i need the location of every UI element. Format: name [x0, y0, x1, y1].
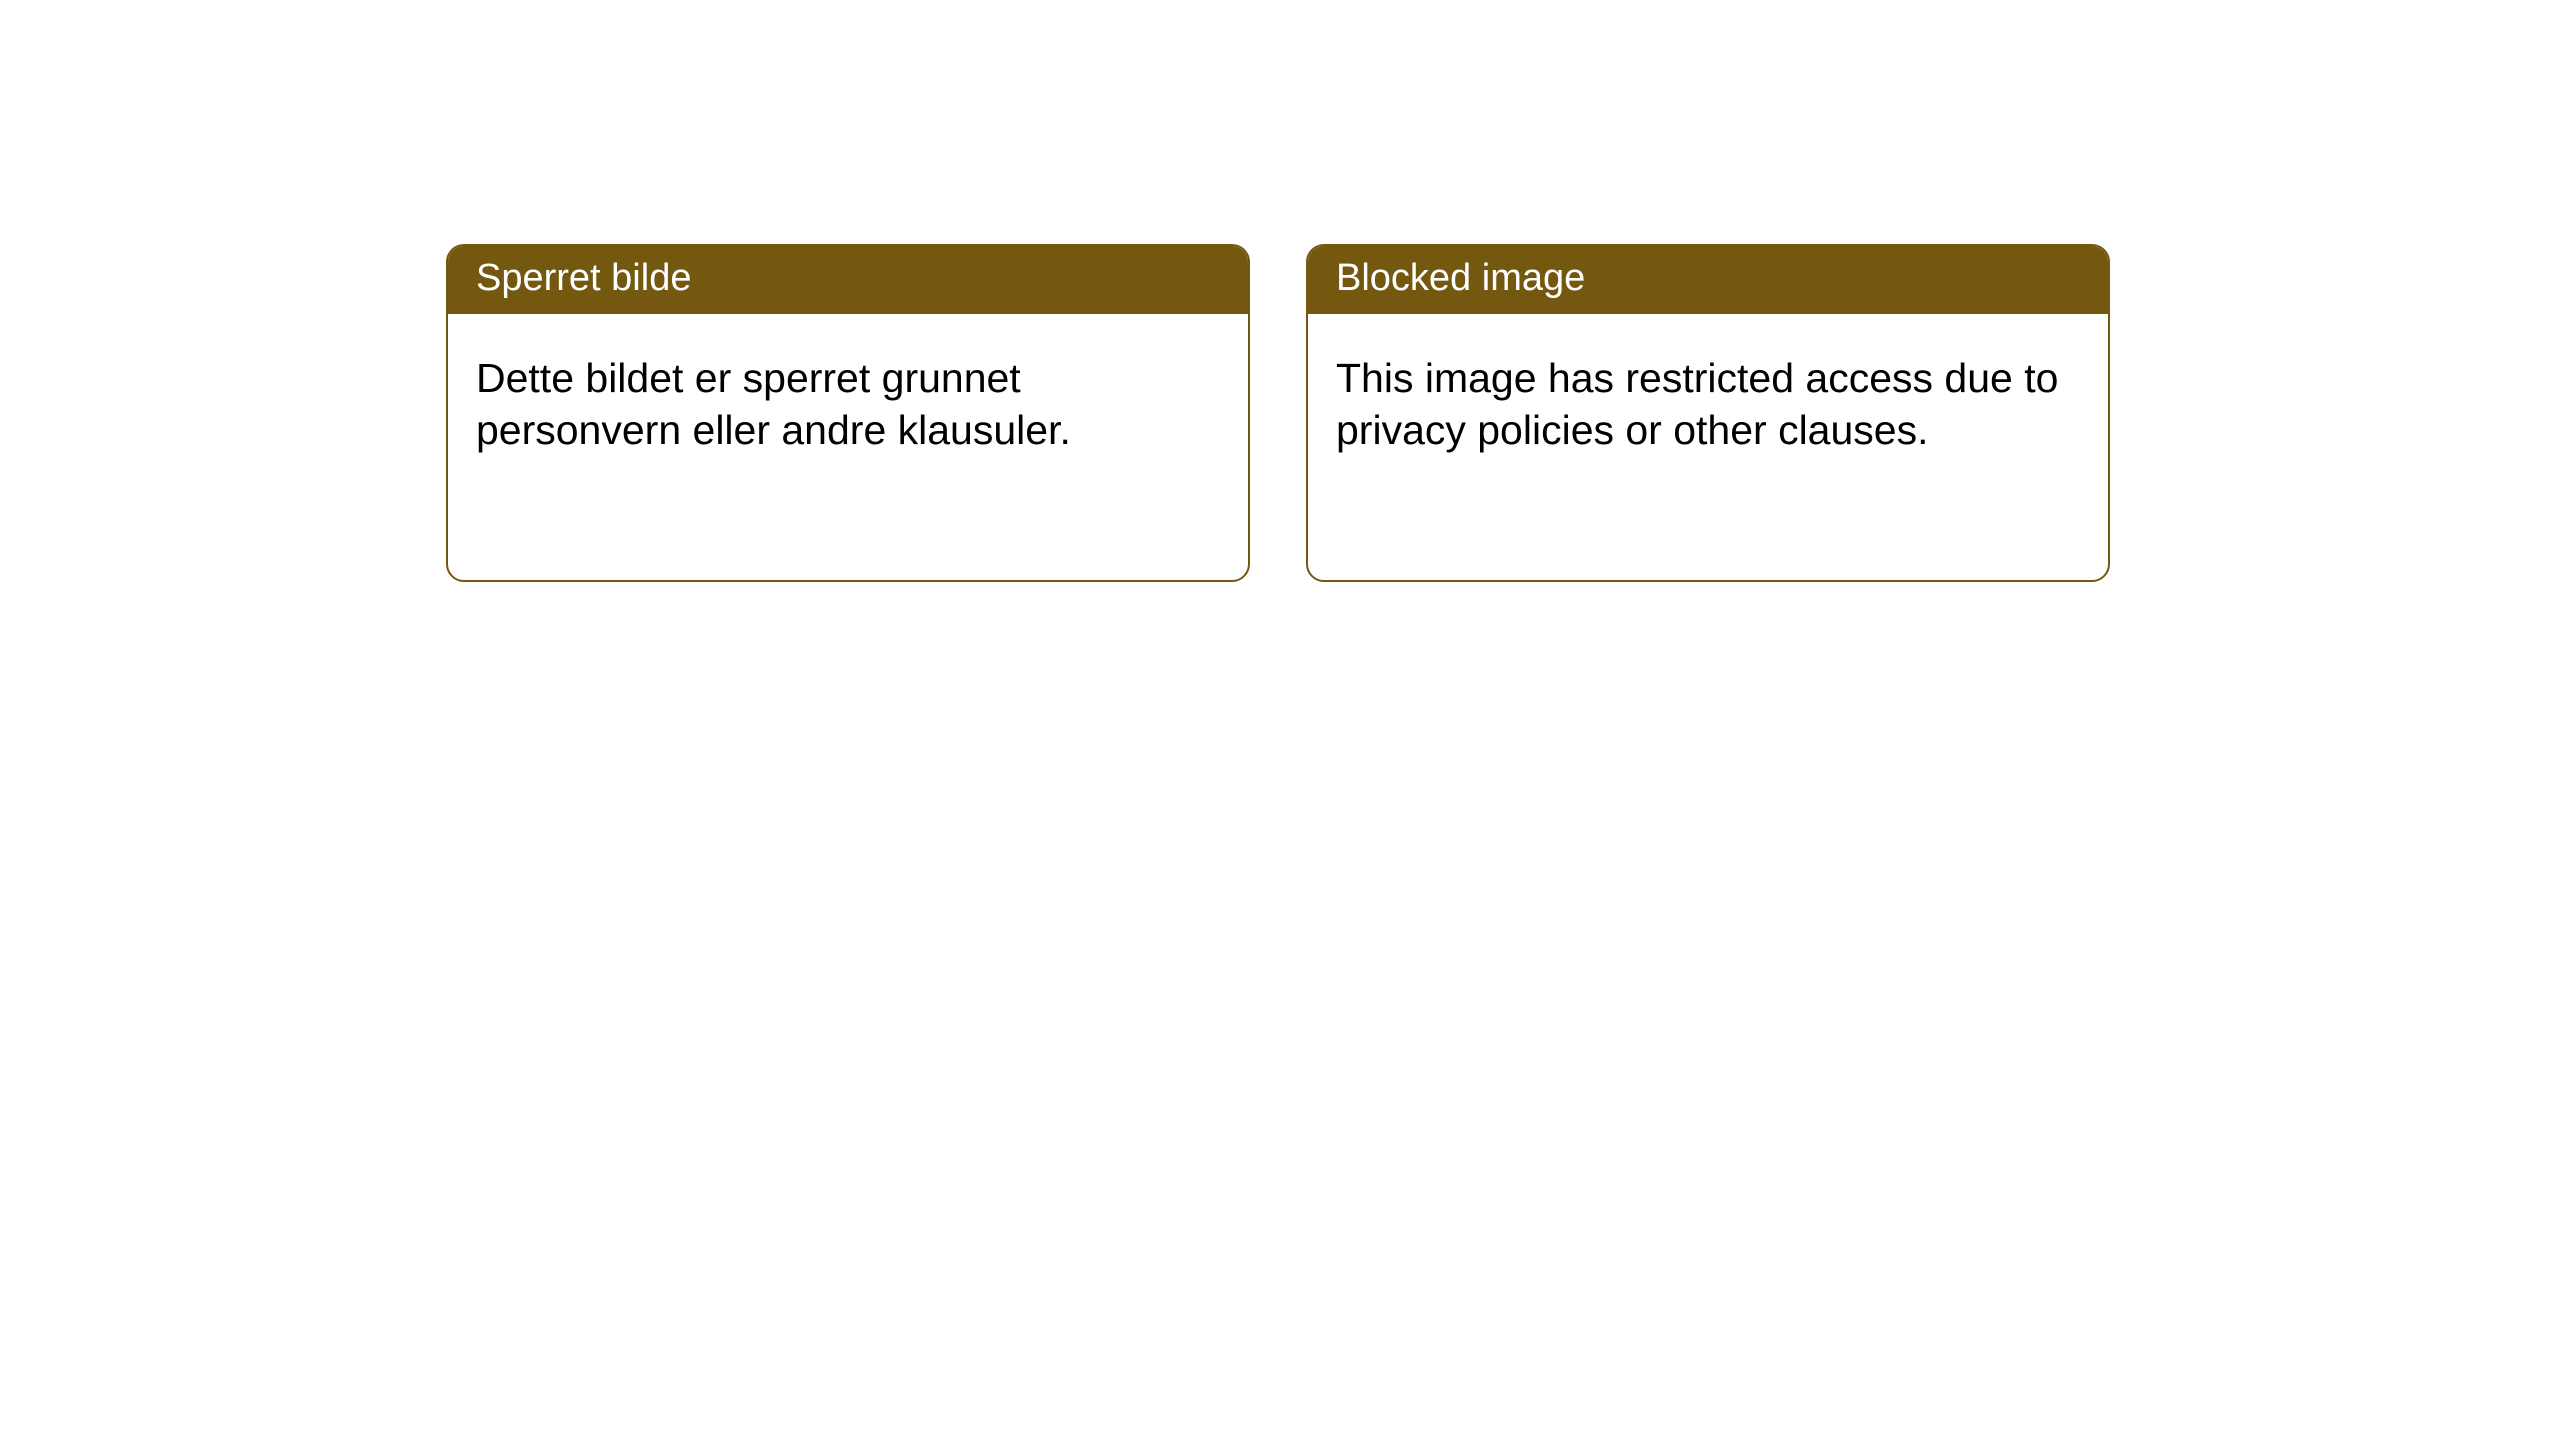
card-header: Blocked image — [1308, 246, 2108, 314]
card-header: Sperret bilde — [448, 246, 1248, 314]
card-body: Dette bildet er sperret grunnet personve… — [448, 314, 1248, 485]
card-body: This image has restricted access due to … — [1308, 314, 2108, 485]
blocked-image-card-no: Sperret bilde Dette bildet er sperret gr… — [446, 244, 1250, 582]
blocked-image-card-en: Blocked image This image has restricted … — [1306, 244, 2110, 582]
notice-cards-container: Sperret bilde Dette bildet er sperret gr… — [0, 0, 2560, 582]
